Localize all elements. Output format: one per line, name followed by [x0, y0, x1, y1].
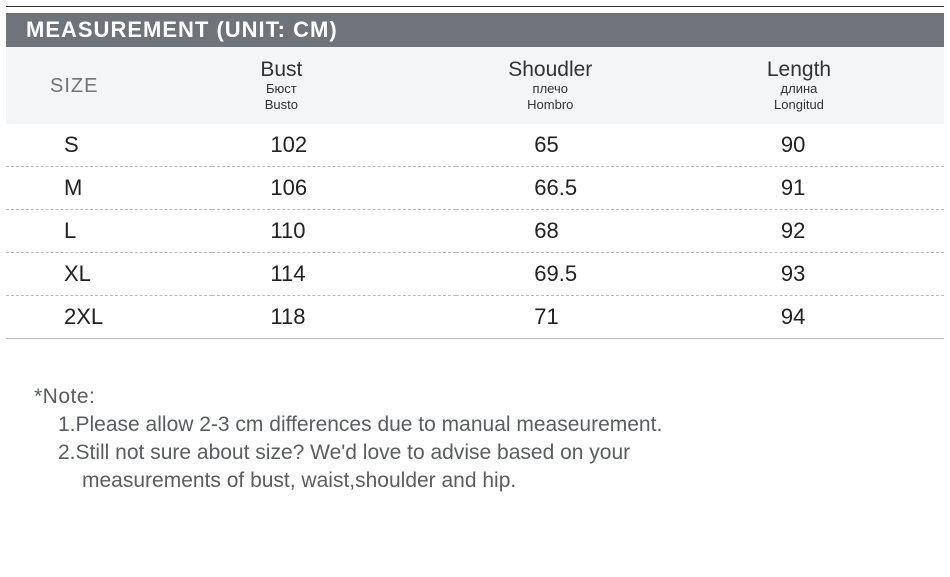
cell-bust: 106 — [212, 167, 456, 210]
cell-length: 92 — [719, 210, 944, 253]
note-title: *Note: — [34, 383, 944, 411]
cell-size: M — [6, 167, 212, 210]
header-length-en: Length — [767, 59, 831, 81]
table-row: 2XL 118 71 94 — [6, 296, 944, 339]
table-row: M 106 66.5 91 — [6, 167, 944, 210]
header-size: SIZE — [6, 47, 212, 124]
cell-shoulder: 65 — [456, 124, 719, 167]
cell-size: XL — [6, 253, 212, 296]
note-line-2b: measurements of bust, waist,shoulder and… — [58, 467, 944, 495]
header-length-ru: длина — [767, 81, 831, 97]
header-bust-es: Busto — [260, 97, 302, 113]
note-line-1: 1.Please allow 2-3 cm differences due to… — [58, 411, 944, 439]
header-bust-en: Bust — [260, 59, 302, 81]
header-length-es: Longitud — [767, 97, 831, 113]
cell-length: 90 — [719, 124, 944, 167]
cell-shoulder: 69.5 — [456, 253, 719, 296]
table-row: S 102 65 90 — [6, 124, 944, 167]
header-length: Length длина Longitud — [719, 47, 944, 124]
cell-size: L — [6, 210, 212, 253]
table-row: L 110 68 92 — [6, 210, 944, 253]
header-bust: Bust Бюст Busto — [212, 47, 456, 124]
top-rule — [6, 6, 944, 7]
note-line-2a: 2.Still not sure about size? We'd love t… — [58, 439, 944, 467]
measurement-table: SIZE Bust Бюст Busto Shoudler плечо Homb… — [6, 47, 944, 339]
cell-size: 2XL — [6, 296, 212, 339]
header-shoulder: Shoudler плечо Hombro — [456, 47, 719, 124]
cell-length: 93 — [719, 253, 944, 296]
cell-bust: 114 — [212, 253, 456, 296]
title-bar: MEASUREMENT (UNIT: CM) — [6, 13, 944, 47]
header-shoulder-ru: плечо — [508, 81, 592, 97]
header-shoulder-en: Shoudler — [508, 59, 592, 81]
table-body: S 102 65 90 M 106 66.5 91 L 110 68 92 XL… — [6, 124, 944, 339]
cell-bust: 110 — [212, 210, 456, 253]
cell-shoulder: 68 — [456, 210, 719, 253]
cell-bust: 118 — [212, 296, 456, 339]
cell-shoulder: 71 — [456, 296, 719, 339]
header-bust-ru: Бюст — [260, 81, 302, 97]
note-block: *Note: 1.Please allow 2-3 cm differences… — [6, 383, 944, 495]
cell-shoulder: 66.5 — [456, 167, 719, 210]
header-shoulder-es: Hombro — [508, 97, 592, 113]
table-row: XL 114 69.5 93 — [6, 253, 944, 296]
cell-size: S — [6, 124, 212, 167]
cell-length: 94 — [719, 296, 944, 339]
table-header-row: SIZE Bust Бюст Busto Shoudler плечо Homb… — [6, 47, 944, 124]
cell-bust: 102 — [212, 124, 456, 167]
cell-length: 91 — [719, 167, 944, 210]
